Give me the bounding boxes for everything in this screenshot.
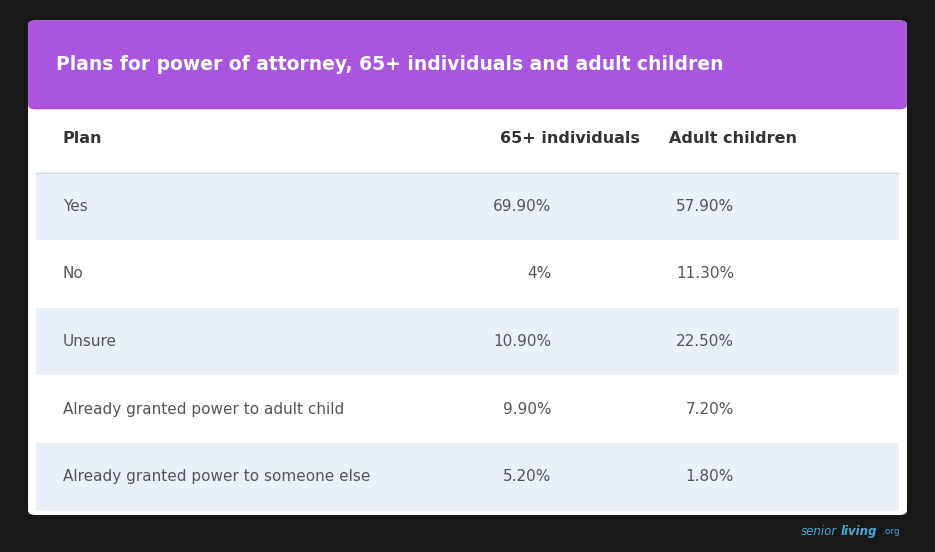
Text: .org: .org	[882, 527, 899, 535]
FancyBboxPatch shape	[28, 20, 907, 515]
Text: 65+ individuals: 65+ individuals	[500, 131, 640, 146]
Text: Plan: Plan	[63, 131, 102, 146]
Text: Already granted power to someone else: Already granted power to someone else	[63, 469, 370, 484]
Bar	[36, 172, 899, 240]
Text: Plans for power of attorney, 65+ individuals and adult children: Plans for power of attorney, 65+ individ…	[56, 55, 724, 75]
Bar	[36, 443, 899, 511]
Bar	[36, 77, 899, 105]
Text: Already granted power to adult child: Already granted power to adult child	[63, 402, 344, 417]
Text: No: No	[63, 267, 83, 282]
Bar	[36, 308, 899, 375]
Text: 4%: 4%	[527, 267, 552, 282]
Text: 11.30%: 11.30%	[676, 267, 734, 282]
Text: 22.50%: 22.50%	[676, 334, 734, 349]
Text: 69.90%: 69.90%	[494, 199, 552, 214]
Text: Unsure: Unsure	[63, 334, 117, 349]
Text: 7.20%: 7.20%	[685, 402, 734, 417]
FancyBboxPatch shape	[28, 20, 907, 109]
Text: senior: senior	[800, 524, 837, 538]
Text: Adult children: Adult children	[669, 131, 797, 146]
Text: 10.90%: 10.90%	[494, 334, 552, 349]
Text: 9.90%: 9.90%	[503, 402, 552, 417]
Text: 1.80%: 1.80%	[685, 469, 734, 484]
Text: 57.90%: 57.90%	[676, 199, 734, 214]
Text: living: living	[841, 524, 877, 538]
Text: 5.20%: 5.20%	[503, 469, 552, 484]
Text: Yes: Yes	[63, 199, 87, 214]
